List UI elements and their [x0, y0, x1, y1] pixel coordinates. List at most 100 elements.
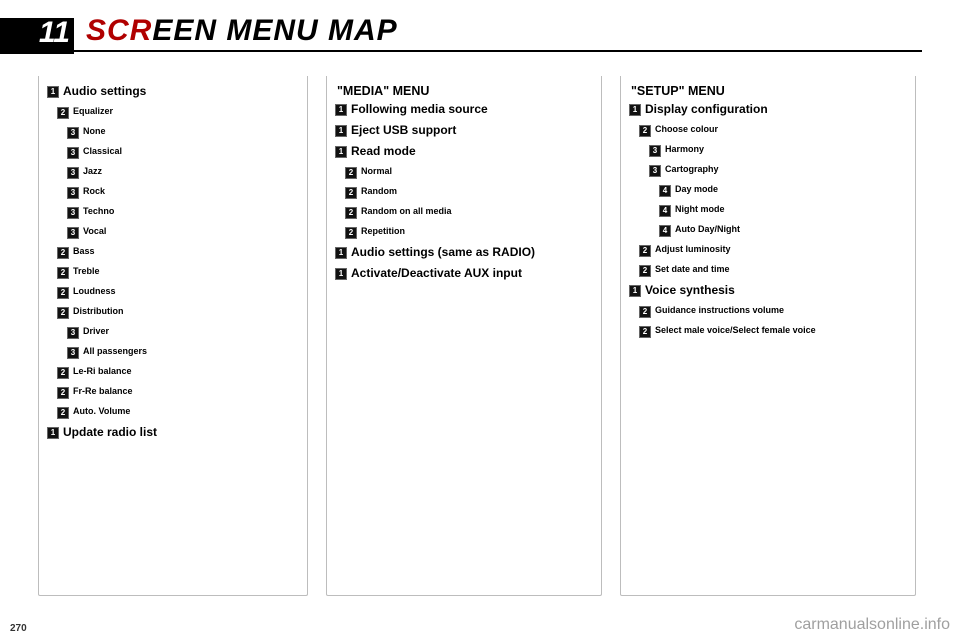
- level-badge: 2: [57, 307, 69, 319]
- page-number: 270: [10, 623, 27, 634]
- level-badge: 3: [67, 207, 79, 219]
- menu-row: 1 Following media source: [335, 102, 593, 117]
- level-badge: 1: [47, 86, 59, 98]
- menu-label: Equalizer: [73, 105, 113, 118]
- level-badge: 1: [47, 427, 59, 439]
- level-badge: 2: [57, 287, 69, 299]
- menu-row: 3 Techno: [67, 205, 299, 219]
- menu-row: 1 Activate/Deactivate AUX input: [335, 266, 593, 281]
- columns: 1 Audio settings 2 Equalizer 3 None 3 Classical…: [38, 76, 922, 596]
- level-badge: 1: [335, 104, 347, 116]
- menu-label: Normal: [361, 165, 392, 178]
- menu-label: Random on all media: [361, 205, 452, 218]
- menu-label: Choose colour: [655, 123, 718, 136]
- menu-row: 3All passengers: [67, 345, 299, 359]
- menu-label: Distribution: [73, 305, 124, 318]
- menu-row: 1Voice synthesis: [629, 283, 907, 298]
- menu-label: Cartography: [665, 163, 719, 176]
- menu-row: 2 Set date and time: [639, 263, 907, 277]
- level-badge: 2: [57, 267, 69, 279]
- menu-row: 3 Cartography: [649, 163, 907, 177]
- menu-label: Adjust luminosity: [655, 243, 731, 256]
- chapter-number-box: 11: [0, 18, 74, 54]
- menu-label: Rock: [83, 185, 105, 198]
- menu-label: Loudness: [73, 285, 116, 298]
- menu-label: Vocal: [83, 225, 106, 238]
- menu-label: Techno: [83, 205, 114, 218]
- menu-row: 2 Equalizer: [57, 105, 299, 119]
- level-badge: 1: [335, 247, 347, 259]
- menu-label: Update radio list: [63, 425, 157, 440]
- level-badge: 3: [649, 165, 661, 177]
- level-badge: 3: [67, 187, 79, 199]
- menu-row: 3Harmony: [649, 143, 907, 157]
- menu-row: 3 Rock: [67, 185, 299, 199]
- menu-row: 2Normal: [345, 165, 593, 179]
- menu-label: Driver: [83, 325, 109, 338]
- menu-label: Activate/Deactivate AUX input: [351, 266, 522, 281]
- menu-label: Set date and time: [655, 263, 730, 276]
- menu-row: 3 None: [67, 125, 299, 139]
- menu-label: Display configuration: [645, 102, 768, 117]
- menu-row: 2 Random: [345, 185, 593, 199]
- chapter-header: 11 SCREEN MENU MAP: [38, 18, 922, 62]
- menu-row: 4Auto Day/Night: [659, 223, 907, 237]
- menu-label: Bass: [73, 245, 95, 258]
- row-gap: [629, 340, 907, 344]
- level-badge: 2: [345, 207, 357, 219]
- level-badge: 2: [639, 245, 651, 257]
- level-badge: 1: [335, 268, 347, 280]
- menu-row: 1 Eject USB support: [335, 123, 593, 138]
- level-badge: 2: [639, 326, 651, 338]
- menu-label: None: [83, 125, 106, 138]
- level-badge: 2: [57, 107, 69, 119]
- menu-label: Random: [361, 185, 397, 198]
- menu-label: Audio settings: [63, 84, 146, 99]
- menu-label: Day mode: [675, 183, 718, 196]
- menu-row: 2 Distribution: [57, 305, 299, 319]
- menu-row: 2 Repetition: [345, 225, 593, 239]
- column-setup: "SETUP" MENU 1Display configuration2Choo…: [620, 76, 916, 596]
- level-badge: 2: [57, 247, 69, 259]
- menu-row: 3 Vocal: [67, 225, 299, 239]
- menu-row: 3Jazz: [67, 165, 299, 179]
- menu-label: Read mode: [351, 144, 416, 159]
- setup-menu-title: "SETUP" MENU: [631, 84, 907, 98]
- menu-row: 2Guidance instructions volume: [639, 304, 907, 318]
- level-badge: 1: [335, 125, 347, 137]
- level-badge: 2: [639, 125, 651, 137]
- level-badge: 3: [67, 127, 79, 139]
- level-badge: 2: [345, 187, 357, 199]
- menu-label: Following media source: [351, 102, 488, 117]
- chapter-underline: [74, 50, 922, 52]
- menu-row: 4 Day mode: [659, 183, 907, 197]
- level-badge: 3: [67, 327, 79, 339]
- level-badge: 4: [659, 205, 671, 217]
- menu-label: Classical: [83, 145, 122, 158]
- menu-label: Auto Day/Night: [675, 223, 740, 236]
- menu-label: Repetition: [361, 225, 405, 238]
- level-badge: 3: [649, 145, 661, 157]
- menu-label: All passengers: [83, 345, 147, 358]
- menu-row: 1 Audio settings (same as RADIO): [335, 245, 593, 260]
- menu-label: Jazz: [83, 165, 102, 178]
- watermark: carmanualsonline.info: [794, 616, 950, 634]
- chapter-number: 11: [39, 16, 70, 50]
- menu-row: 1 Update radio list: [47, 425, 299, 440]
- chapter-title-black: EEN MENU MAP: [152, 14, 397, 47]
- level-badge: 3: [67, 227, 79, 239]
- level-badge: 4: [659, 185, 671, 197]
- level-badge: 2: [345, 227, 357, 239]
- column-audio: 1 Audio settings 2 Equalizer 3 None 3 Classical…: [38, 76, 308, 596]
- level-badge: 2: [639, 265, 651, 277]
- menu-label: Audio settings (same as RADIO): [351, 245, 535, 260]
- menu-row: 2 Random on all media: [345, 205, 593, 219]
- menu-row: 1Read mode: [335, 144, 593, 159]
- column-media: "MEDIA" MENU 1Following media source1Eje…: [326, 76, 602, 596]
- menu-row: 4 Night mode: [659, 203, 907, 217]
- row-gap: [335, 283, 593, 287]
- menu-row: 2Select male voice/Select female voice: [639, 324, 907, 338]
- chapter-title: SCREEN MENU MAP: [86, 14, 398, 48]
- menu-label: Night mode: [675, 203, 725, 216]
- menu-label: Eject USB support: [351, 123, 456, 138]
